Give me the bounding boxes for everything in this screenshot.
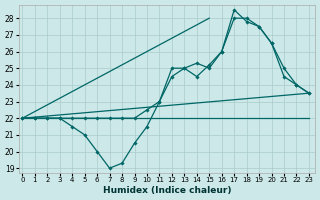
X-axis label: Humidex (Indice chaleur): Humidex (Indice chaleur) bbox=[103, 186, 231, 195]
